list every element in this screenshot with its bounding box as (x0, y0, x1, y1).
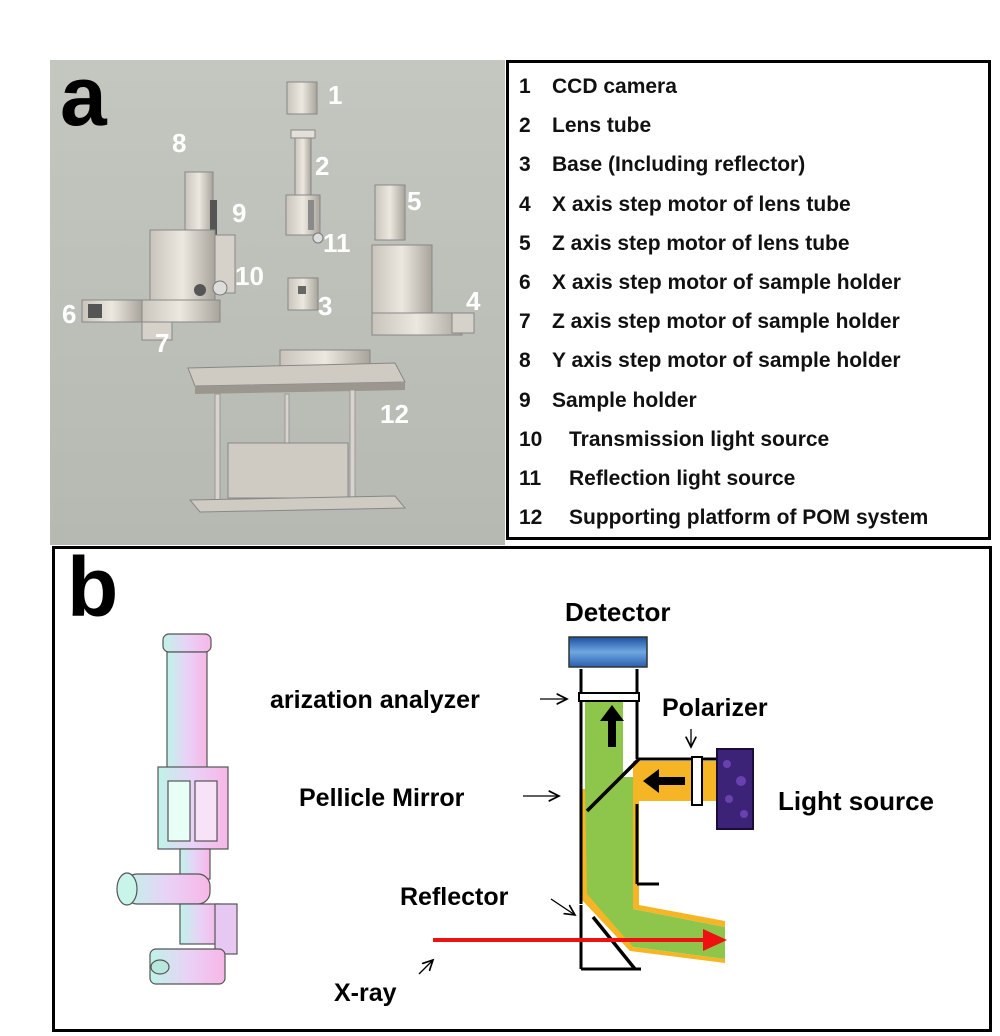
label-polarizer: Polarizer (662, 694, 768, 722)
pellicle-mirror-line (585, 757, 641, 813)
panel-b-letter: b (67, 546, 119, 634)
legend-number: 9 (519, 388, 531, 412)
legend-number: 7 (519, 310, 531, 334)
callout-12: 12 (380, 399, 409, 429)
label-pellicle-mirror: Pellicle Mirror (299, 784, 465, 812)
legend-number: 1 (519, 75, 531, 98)
legend-text: Sample holder (552, 388, 697, 412)
legend-number: 10 (519, 427, 543, 451)
legend-number: 5 (519, 231, 531, 255)
legend-text: Lens tube (552, 114, 652, 138)
legend-text: Y axis step motor of sample holder (552, 349, 901, 373)
legend-text: Base (Including reflector) (552, 153, 806, 177)
legend-number: 11 (519, 467, 542, 490)
label-detector: Detector (565, 597, 670, 627)
label-analyzer: arization analyzer (270, 686, 480, 714)
tube-walls (579, 669, 723, 971)
analyzer-plate (578, 692, 640, 702)
legend-text: Z axis step motor of lens tube (552, 231, 850, 255)
microscope-drawing (116, 633, 238, 985)
legend-text: X axis step motor of sample holder (552, 271, 901, 294)
callout-4: 4 (466, 286, 481, 316)
label-reflector: Reflector (400, 883, 509, 911)
callout-5: 5 (407, 186, 421, 216)
callout-3: 3 (318, 291, 332, 321)
polarizer-plate (691, 756, 703, 806)
xray-arrowhead (703, 929, 727, 951)
callout-1: 1 (328, 80, 342, 110)
panel-a-letter: a (60, 60, 107, 143)
callout-8: 8 (172, 128, 186, 158)
callout-7: 7 (155, 328, 169, 358)
legend-text: Transmission light source (569, 427, 830, 451)
callout-6: 6 (62, 299, 76, 329)
legend-text: CCD camera (552, 75, 677, 98)
arrow-up (600, 705, 624, 747)
detector-block (568, 636, 648, 668)
callout-9: 9 (232, 198, 246, 228)
reflector-line (591, 915, 637, 971)
legend-text: Z axis step motor of sample holder (552, 310, 900, 334)
callout-10: 10 (235, 261, 264, 291)
label-xray: X-ray (334, 979, 397, 1007)
callout-11: 11 (323, 228, 351, 258)
label-light-source: Light source (778, 786, 934, 816)
arrow-left (643, 769, 685, 793)
legend-number: 3 (519, 153, 531, 177)
legend-number: 8 (519, 349, 531, 373)
render-image: a 1 2 3 4 5 6 7 8 9 10 11 12 (50, 60, 505, 545)
panel-b: b (52, 546, 992, 1032)
legend-number: 4 (519, 192, 531, 216)
beam-path (581, 695, 725, 963)
legend-text: Supporting platform of POM system (569, 506, 929, 530)
render-callouts: 1 2 3 4 5 6 7 8 9 10 11 12 (62, 80, 481, 429)
legend-number: 12 (519, 506, 543, 530)
render-drawing (50, 60, 505, 545)
legend-box: 1 CCD camera 2 Lens tube 3 Base (Including re… (506, 60, 991, 540)
legend-number: 6 (519, 271, 531, 294)
light-source-block (716, 748, 754, 830)
legend-text: X axis step motor of lens tube (552, 192, 851, 216)
legend-text: Reflection light source (569, 467, 796, 490)
legend-number: 2 (519, 114, 531, 138)
callout-2: 2 (315, 151, 329, 181)
schematic-drawing: Detector arization analyzer Polarizer Pe… (116, 597, 934, 1007)
